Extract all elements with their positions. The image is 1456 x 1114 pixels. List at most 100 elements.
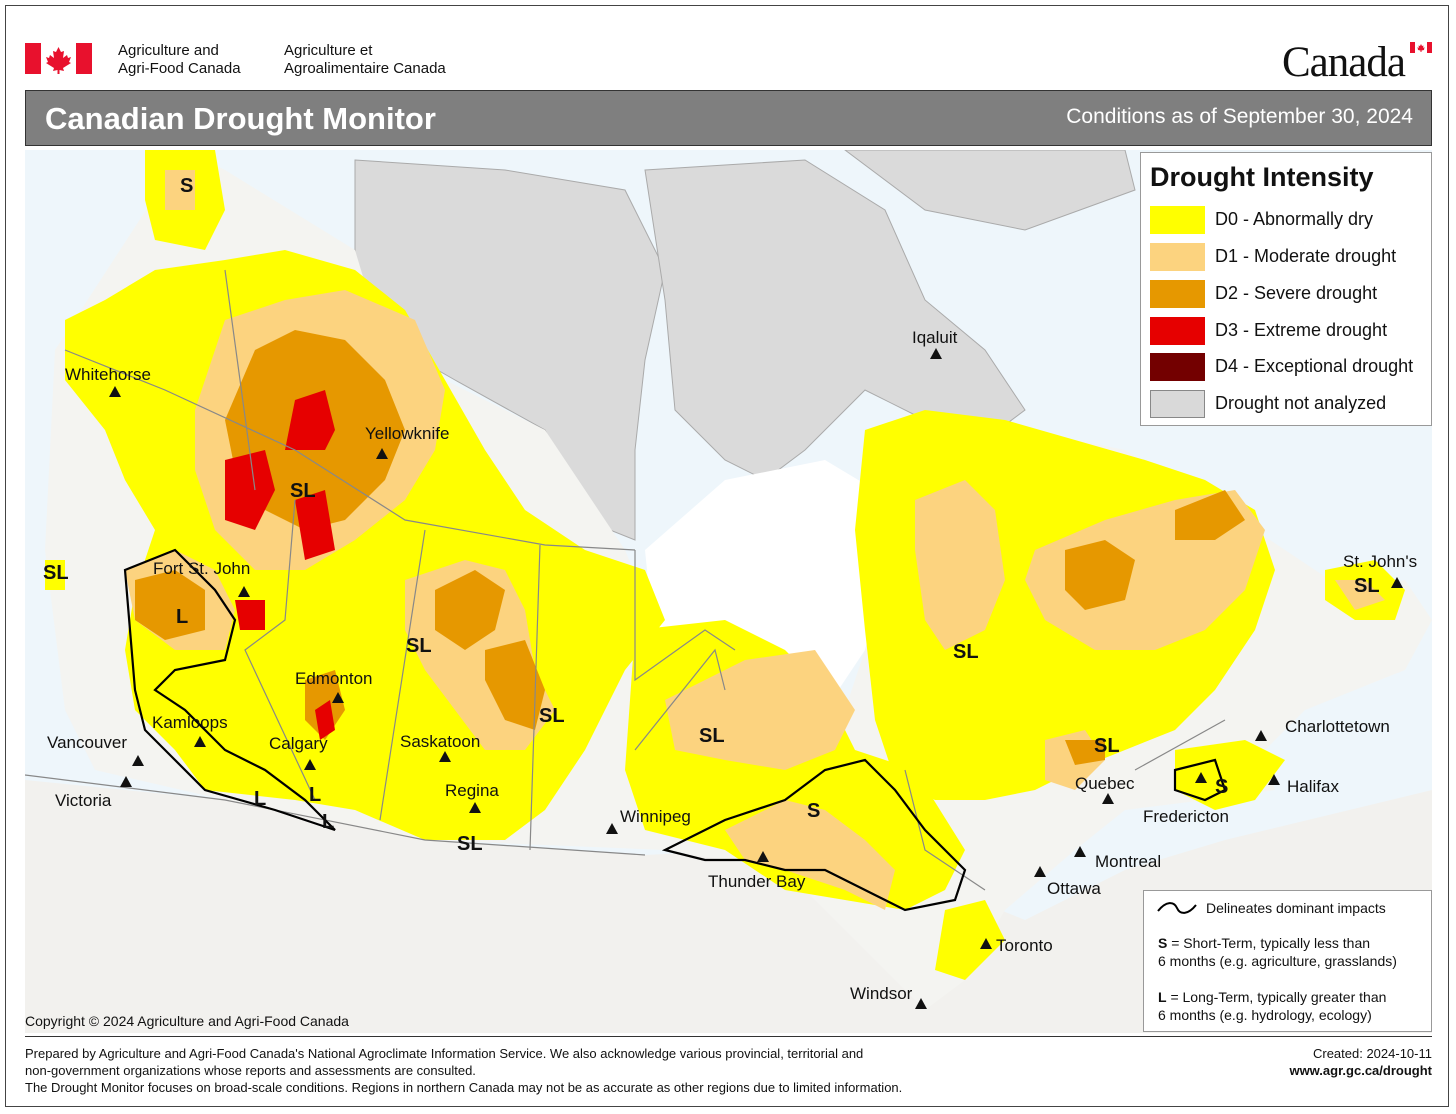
impact-code-sl-ontario-north: SL <box>699 725 725 747</box>
iqaluit-marker-icon <box>930 348 942 359</box>
impact-code-l-kootenay: L <box>254 788 267 810</box>
impact-code-l-border: L <box>322 811 335 833</box>
whitehorse-marker-icon <box>109 386 121 397</box>
short-term-description: S = Short-Term, typically less than 6 mo… <box>1158 934 1428 970</box>
impact-code-sl-nwt: SL <box>290 480 316 502</box>
footer-divider <box>25 1036 1432 1037</box>
city-quebec: Quebec <box>1075 774 1135 793</box>
impact-code-sl-manitoba: SL <box>539 705 565 727</box>
city-saskatoon: Saskatoon <box>400 732 481 751</box>
city-montreal: Montreal <box>1095 852 1162 871</box>
footer-line2: non-government organizations whose repor… <box>25 1063 476 1078</box>
fort-st-john-marker-icon <box>238 586 250 597</box>
city-whitehorse: Whitehorse <box>65 365 151 384</box>
footer-notes: Prepared by Agriculture and Agri-Food Ca… <box>25 1045 902 1096</box>
legend-swatch-d3 <box>1150 317 1205 345</box>
city-edmonton: Edmonton <box>295 669 373 688</box>
city-windsor: Windsor <box>850 984 913 1003</box>
city-fort-st-john: Fort St. John <box>153 559 251 578</box>
halifax-marker-icon <box>1268 774 1280 785</box>
legend-title: Drought Intensity <box>1150 162 1374 192</box>
legend-label-d1: D1 - Moderate drought <box>1215 246 1397 266</box>
thunder-bay-marker-icon <box>757 851 769 862</box>
conditions-date: Conditions as of September 30, 2024 <box>1066 105 1413 128</box>
org-fr-line2: Agroalimentaire Canada <box>284 60 446 77</box>
legend-swatch-d2 <box>1150 280 1205 308</box>
org-name-french: Agriculture et Agroalimentaire Canada <box>284 42 446 78</box>
city-winnipeg: Winnipeg <box>620 807 691 826</box>
long-term-text-2: 6 months (e.g. hydrology, ecology) <box>1158 1007 1372 1023</box>
legend-label-d0: D0 - Abnormally dry <box>1215 209 1374 229</box>
city-kamloops: Kamloops <box>152 713 228 732</box>
city-vancouver: Vancouver <box>47 733 128 752</box>
impact-code-l-alberta-south: L <box>309 784 322 806</box>
impact-code-s-new-brunswick: S <box>1215 776 1229 798</box>
long-term-description: L = Long-Term, typically greater than 6 … <box>1158 988 1428 1024</box>
org-en-line2: Agri-Food Canada <box>118 60 241 77</box>
impacts-legend: Delineates dominant impacts S = Short-Te… <box>1143 890 1432 1032</box>
footer-line3: The Drought Monitor focuses on broad-sca… <box>25 1080 903 1095</box>
org-name-english: Agriculture and Agri-Food Canada <box>118 42 241 78</box>
canada-wordmark: Canada <box>1282 39 1406 86</box>
legend-swatch-not-analyzed <box>1150 390 1205 418</box>
drought-map: Whitehorse Yellowknife Iqaluit Fort St. … <box>25 150 1432 1033</box>
legend-label-d4: D4 - Exceptional drought <box>1215 356 1414 376</box>
st-johns-marker-icon <box>1391 577 1403 588</box>
impact-code-sl-newfoundland: SL <box>1354 575 1380 597</box>
impact-code-sl-quebec-north: SL <box>953 641 979 663</box>
legend-swatch-d1 <box>1150 243 1205 271</box>
delineation-label: Delineates dominant impacts <box>1206 900 1386 916</box>
city-charlottetown: Charlottetown <box>1285 717 1390 736</box>
city-fredericton: Fredericton <box>1143 807 1229 826</box>
impact-code-l-bc: L <box>176 606 189 628</box>
city-st-johns: St. John's <box>1343 552 1418 571</box>
legend-label-d3: D3 - Extreme drought <box>1215 320 1388 340</box>
drought-url-link[interactable]: www.agr.gc.ca/drought <box>1289 1063 1432 1078</box>
footer-line1: Prepared by Agriculture and Agri-Food Ca… <box>25 1046 864 1061</box>
impact-code-s-ontario: S <box>807 800 821 822</box>
city-toronto: Toronto <box>996 936 1053 955</box>
legend-swatch-d4 <box>1150 353 1205 381</box>
city-halifax: Halifax <box>1287 777 1339 796</box>
short-term-text-1: = Short-Term, typically less than <box>1167 935 1371 951</box>
ottawa-marker-icon <box>1034 866 1046 877</box>
impact-code-sl-quebec-south: SL <box>1094 735 1120 757</box>
long-term-key: L <box>1158 989 1167 1005</box>
delineation-line-icon <box>1157 902 1197 914</box>
toronto-marker-icon <box>980 938 992 949</box>
city-iqaluit: Iqaluit <box>912 328 958 347</box>
impact-code-s-yukon: S <box>180 175 194 197</box>
short-term-key: S <box>1158 935 1168 951</box>
victoria-marker-icon <box>120 776 132 787</box>
charlottetown-marker-icon <box>1255 730 1267 741</box>
drought-intensity-legend: Drought Intensity D0 - Abnormally dry D1… <box>1140 152 1432 426</box>
map-graphic <box>25 150 1432 1033</box>
impact-code-sl-sask-north: SL <box>406 635 432 657</box>
org-fr-line1: Agriculture et <box>284 42 373 59</box>
impact-code-sl-sask-south: SL <box>457 833 483 855</box>
canada-flag-icon <box>25 43 92 74</box>
short-term-text-2: 6 months (e.g. agriculture, grasslands) <box>1158 953 1397 969</box>
kamloops-marker-icon <box>194 736 206 747</box>
vancouver-marker-icon <box>132 755 144 766</box>
city-yellowknife: Yellowknife <box>365 424 450 443</box>
title-bar: Canadian Drought Monitor Conditions as o… <box>25 90 1432 146</box>
created-date: Created: 2024-10-11 <box>1312 1046 1432 1061</box>
footer-created: Created: 2024-10-11 www.agr.gc.ca/drough… <box>1289 1045 1432 1079</box>
city-victoria: Victoria <box>55 791 112 810</box>
edmonton-marker-icon <box>332 692 344 703</box>
city-thunder-bay: Thunder Bay <box>708 872 806 891</box>
legend-label-d2: D2 - Severe drought <box>1215 283 1378 303</box>
montreal-marker-icon <box>1074 846 1086 857</box>
city-calgary: Calgary <box>269 734 328 753</box>
quebec-marker-icon <box>1102 793 1114 804</box>
saskatoon-marker-icon <box>439 751 451 762</box>
regina-marker-icon <box>469 802 481 813</box>
impact-code-sl-haida: SL <box>43 562 69 584</box>
long-term-text-1: = Long-Term, typically greater than <box>1166 989 1387 1005</box>
copyright: Copyright © 2024 Agriculture and Agri-Fo… <box>25 1013 349 1029</box>
page-title: Canadian Drought Monitor <box>45 101 436 136</box>
yellowknife-marker-icon <box>376 448 388 459</box>
calgary-marker-icon <box>304 759 316 770</box>
legend-label-not-analyzed: Drought not analyzed <box>1215 393 1387 413</box>
